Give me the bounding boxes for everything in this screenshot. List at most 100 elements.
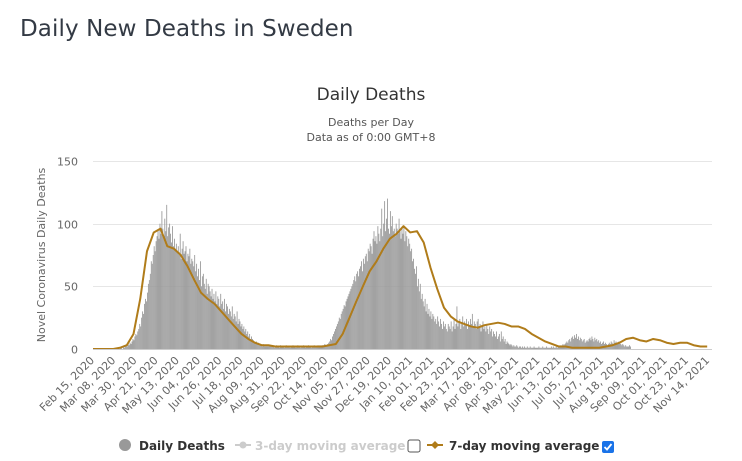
daily-deaths-bar[interactable] [630, 346, 631, 349]
daily-deaths-bar[interactable] [135, 333, 137, 349]
daily-deaths-bar[interactable] [457, 326, 459, 349]
daily-deaths-bar[interactable] [216, 303, 218, 349]
daily-deaths-bar[interactable] [550, 346, 552, 349]
daily-deaths-bar[interactable] [312, 346, 314, 349]
daily-deaths-bar[interactable] [509, 345, 511, 349]
daily-deaths-bar[interactable] [556, 347, 558, 349]
daily-deaths-bar[interactable] [357, 271, 359, 349]
daily-deaths-bar[interactable] [147, 283, 149, 349]
daily-deaths-bar[interactable] [501, 338, 503, 349]
daily-deaths-bar[interactable] [299, 346, 301, 349]
daily-deaths-bar[interactable] [265, 345, 267, 349]
daily-deaths-bar[interactable] [569, 338, 571, 349]
daily-deaths-bar[interactable] [496, 331, 497, 349]
daily-deaths-bar[interactable] [460, 328, 462, 349]
daily-deaths-bar[interactable] [178, 255, 180, 349]
legend-3day-checkbox[interactable] [407, 439, 421, 453]
daily-deaths-bar[interactable] [386, 218, 387, 349]
daily-deaths-bar[interactable] [600, 341, 602, 349]
daily-deaths-bar[interactable] [529, 346, 531, 349]
daily-deaths-bar[interactable] [267, 345, 269, 349]
daily-deaths-bar[interactable] [481, 326, 483, 349]
daily-deaths-bar[interactable] [363, 263, 365, 349]
daily-deaths-bar[interactable] [287, 346, 289, 349]
daily-deaths-bar[interactable] [389, 211, 391, 349]
daily-deaths-bar[interactable] [304, 346, 306, 349]
daily-deaths-bar[interactable] [421, 293, 423, 349]
daily-deaths-bar[interactable] [133, 340, 135, 349]
daily-deaths-bar[interactable] [401, 228, 403, 349]
daily-deaths-bar[interactable] [623, 345, 625, 349]
daily-deaths-bar[interactable] [391, 216, 393, 349]
daily-deaths-bar[interactable] [371, 253, 373, 349]
daily-deaths-bar[interactable] [424, 298, 426, 349]
daily-deaths-bar[interactable] [260, 345, 262, 349]
daily-deaths-bar[interactable] [302, 346, 304, 349]
daily-deaths-bar[interactable] [587, 341, 589, 349]
daily-deaths-bar[interactable] [247, 331, 249, 349]
daily-deaths-bar[interactable] [508, 343, 510, 349]
daily-deaths-bar[interactable] [337, 321, 339, 349]
daily-deaths-bar[interactable] [159, 223, 161, 349]
daily-deaths-bar[interactable] [227, 306, 228, 349]
daily-deaths-bar[interactable] [349, 291, 351, 349]
daily-deaths-bar[interactable] [211, 288, 213, 349]
legend-item-7day-average[interactable]: 7-day moving average [427, 439, 599, 453]
daily-deaths-bar[interactable] [145, 298, 146, 349]
daily-deaths-bar[interactable] [164, 218, 166, 349]
daily-deaths-bar[interactable] [448, 326, 450, 349]
daily-deaths-bar[interactable] [342, 308, 344, 349]
daily-deaths-bar[interactable] [209, 291, 211, 349]
daily-deaths-bar[interactable] [353, 280, 355, 349]
daily-deaths-bar[interactable] [251, 336, 252, 349]
daily-deaths-bar[interactable] [224, 298, 225, 349]
daily-deaths-bar[interactable] [574, 335, 575, 349]
daily-deaths-bar[interactable] [449, 328, 451, 349]
daily-deaths-bar[interactable] [237, 323, 239, 349]
daily-deaths-bar[interactable] [282, 346, 284, 349]
daily-deaths-bar[interactable] [557, 346, 559, 349]
daily-deaths-bar[interactable] [543, 347, 545, 349]
daily-deaths-bar[interactable] [612, 343, 614, 349]
daily-deaths-bar[interactable] [398, 218, 400, 349]
daily-deaths-bar[interactable] [542, 346, 544, 349]
daily-deaths-bar[interactable] [423, 306, 425, 349]
daily-deaths-bar[interactable] [125, 345, 127, 349]
daily-deaths-bar[interactable] [584, 342, 586, 349]
daily-deaths-bar[interactable] [301, 346, 303, 349]
legend-7day-checkbox[interactable] [602, 441, 614, 453]
daily-deaths-bar[interactable] [235, 321, 237, 349]
daily-deaths-bar[interactable] [238, 318, 240, 349]
daily-deaths-bar[interactable] [575, 337, 576, 349]
daily-deaths-bar[interactable] [168, 227, 170, 349]
daily-deaths-bar[interactable] [438, 321, 440, 349]
daily-deaths-bar[interactable] [572, 336, 574, 349]
daily-deaths-bar[interactable] [217, 296, 219, 349]
daily-deaths-bar[interactable] [442, 328, 443, 349]
daily-deaths-bar[interactable] [326, 345, 328, 349]
daily-deaths-bar[interactable] [250, 338, 252, 349]
daily-deaths-bar[interactable] [381, 208, 383, 349]
daily-deaths-bar[interactable] [506, 341, 508, 349]
daily-deaths-bar[interactable] [207, 283, 209, 349]
daily-deaths-bar[interactable] [339, 318, 341, 349]
daily-deaths-bar[interactable] [255, 341, 257, 349]
daily-deaths-bar[interactable] [480, 331, 482, 349]
daily-deaths-bar[interactable] [195, 271, 197, 349]
daily-deaths-bar[interactable] [406, 236, 408, 349]
daily-deaths-bar[interactable] [437, 316, 439, 349]
daily-deaths-bar[interactable] [627, 346, 629, 349]
daily-deaths-bar[interactable] [200, 261, 201, 349]
daily-deaths-bar[interactable] [279, 347, 280, 349]
daily-deaths-bar[interactable] [223, 308, 225, 349]
daily-deaths-bar[interactable] [185, 246, 187, 349]
daily-deaths-bar[interactable] [433, 316, 435, 349]
daily-deaths-bar[interactable] [310, 347, 312, 349]
daily-deaths-bar[interactable] [552, 346, 554, 349]
daily-deaths-bar[interactable] [521, 347, 522, 349]
daily-deaths-bar[interactable] [397, 233, 399, 349]
daily-deaths-bar[interactable] [277, 346, 279, 349]
daily-deaths-bar[interactable] [549, 347, 550, 349]
daily-deaths-bar[interactable] [390, 226, 392, 349]
daily-deaths-bar[interactable] [555, 346, 557, 349]
